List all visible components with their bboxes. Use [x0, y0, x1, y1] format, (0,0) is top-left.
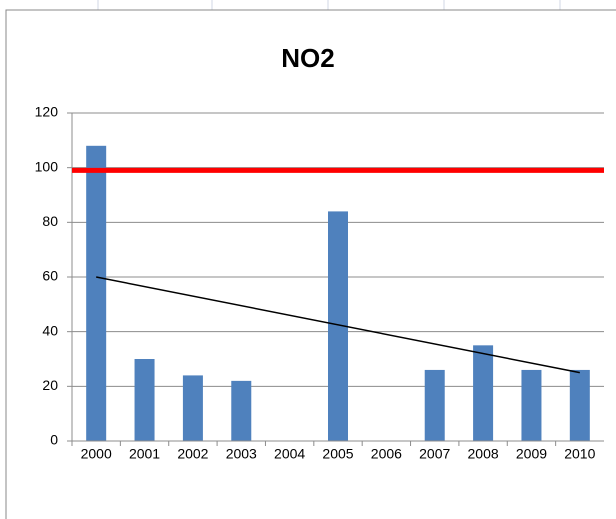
- y-tick-label: 0: [50, 432, 58, 448]
- bar: [182, 375, 203, 441]
- x-tick-label: 2008: [468, 446, 499, 462]
- x-tick-label: 2004: [274, 446, 305, 462]
- x-tick-label: 2001: [129, 446, 160, 462]
- y-tick-label: 100: [35, 158, 59, 174]
- bar: [134, 359, 155, 441]
- x-tick-label: 2009: [516, 446, 547, 462]
- chart-title: NO2: [281, 43, 334, 73]
- trendline: [96, 276, 580, 374]
- bar: [424, 369, 445, 441]
- x-tick-label: 2000: [81, 446, 112, 462]
- x-tick-label: 2006: [371, 446, 402, 462]
- bar: [231, 380, 252, 441]
- bar: [86, 145, 107, 442]
- bar: [569, 369, 590, 441]
- y-tick-label: 120: [35, 104, 59, 120]
- x-tick-label: 2003: [226, 446, 257, 462]
- bar: [473, 345, 494, 441]
- x-tick-label: 2010: [564, 446, 595, 462]
- x-tick-label: 2007: [419, 446, 450, 462]
- bar: [328, 211, 348, 441]
- y-tick-label: 80: [42, 213, 58, 229]
- chart-border: [5, 9, 616, 519]
- x-tick-label: 2005: [322, 446, 353, 462]
- y-tick-label: 40: [42, 322, 58, 338]
- y-tick-label: 20: [42, 377, 58, 393]
- bar: [521, 369, 542, 441]
- y-tick-label: 60: [42, 268, 58, 284]
- x-tick-label: 2002: [177, 446, 208, 462]
